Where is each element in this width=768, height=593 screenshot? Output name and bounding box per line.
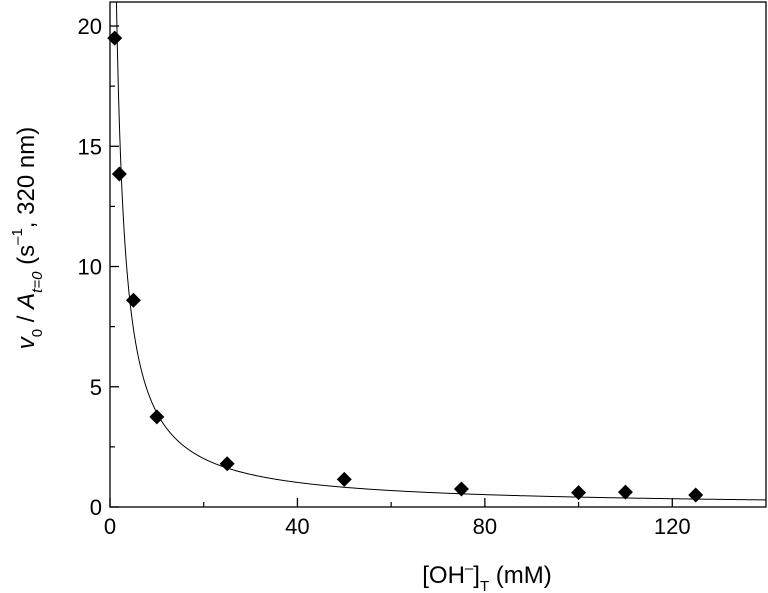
data-point-9 <box>688 487 704 503</box>
data-point-1 <box>111 166 127 182</box>
y-tick-label-5: 5 <box>90 375 102 400</box>
data-point-7 <box>571 485 587 501</box>
plot-frame <box>109 1 767 508</box>
data-point-8 <box>617 484 633 500</box>
y-tick-label-10: 10 <box>78 255 102 280</box>
x-tick-label-80: 80 <box>473 514 497 539</box>
y-tick-label-20: 20 <box>78 14 102 39</box>
data-points <box>107 30 704 503</box>
y-axis-label: v0 / At=0 (s–1, 320 nm) <box>9 127 46 349</box>
x-tick-label-40: 40 <box>285 514 309 539</box>
x-tick-label-120: 120 <box>654 514 691 539</box>
y-tick-label-0: 0 <box>90 495 102 520</box>
data-point-3 <box>149 409 165 425</box>
axes: 0 40 80 120 0 5 10 15 20 <box>78 1 767 539</box>
fit-curve <box>115 1 767 501</box>
y-tick-label-15: 15 <box>78 134 102 159</box>
data-point-6 <box>453 481 469 497</box>
fit-curve-group <box>115 1 767 501</box>
data-point-2 <box>125 292 141 308</box>
x-axis-label: [OH–]T (mM) <box>422 560 552 593</box>
data-point-4 <box>219 456 235 472</box>
data-point-5 <box>336 471 352 487</box>
x-tick-label-0: 0 <box>104 514 116 539</box>
data-point-0 <box>107 30 123 46</box>
